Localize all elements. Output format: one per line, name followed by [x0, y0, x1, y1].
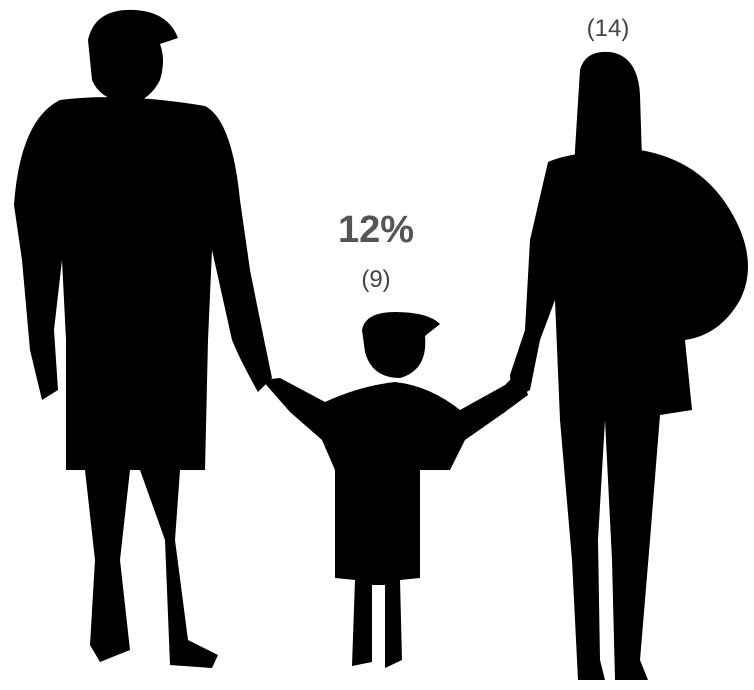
child-percent: 12%: [338, 209, 414, 251]
woman-silhouette: [510, 51, 748, 680]
child-count: (9): [361, 266, 390, 293]
woman-count: (14): [587, 15, 630, 42]
child-silhouette: [262, 312, 528, 668]
man-silhouette: [14, 9, 272, 668]
